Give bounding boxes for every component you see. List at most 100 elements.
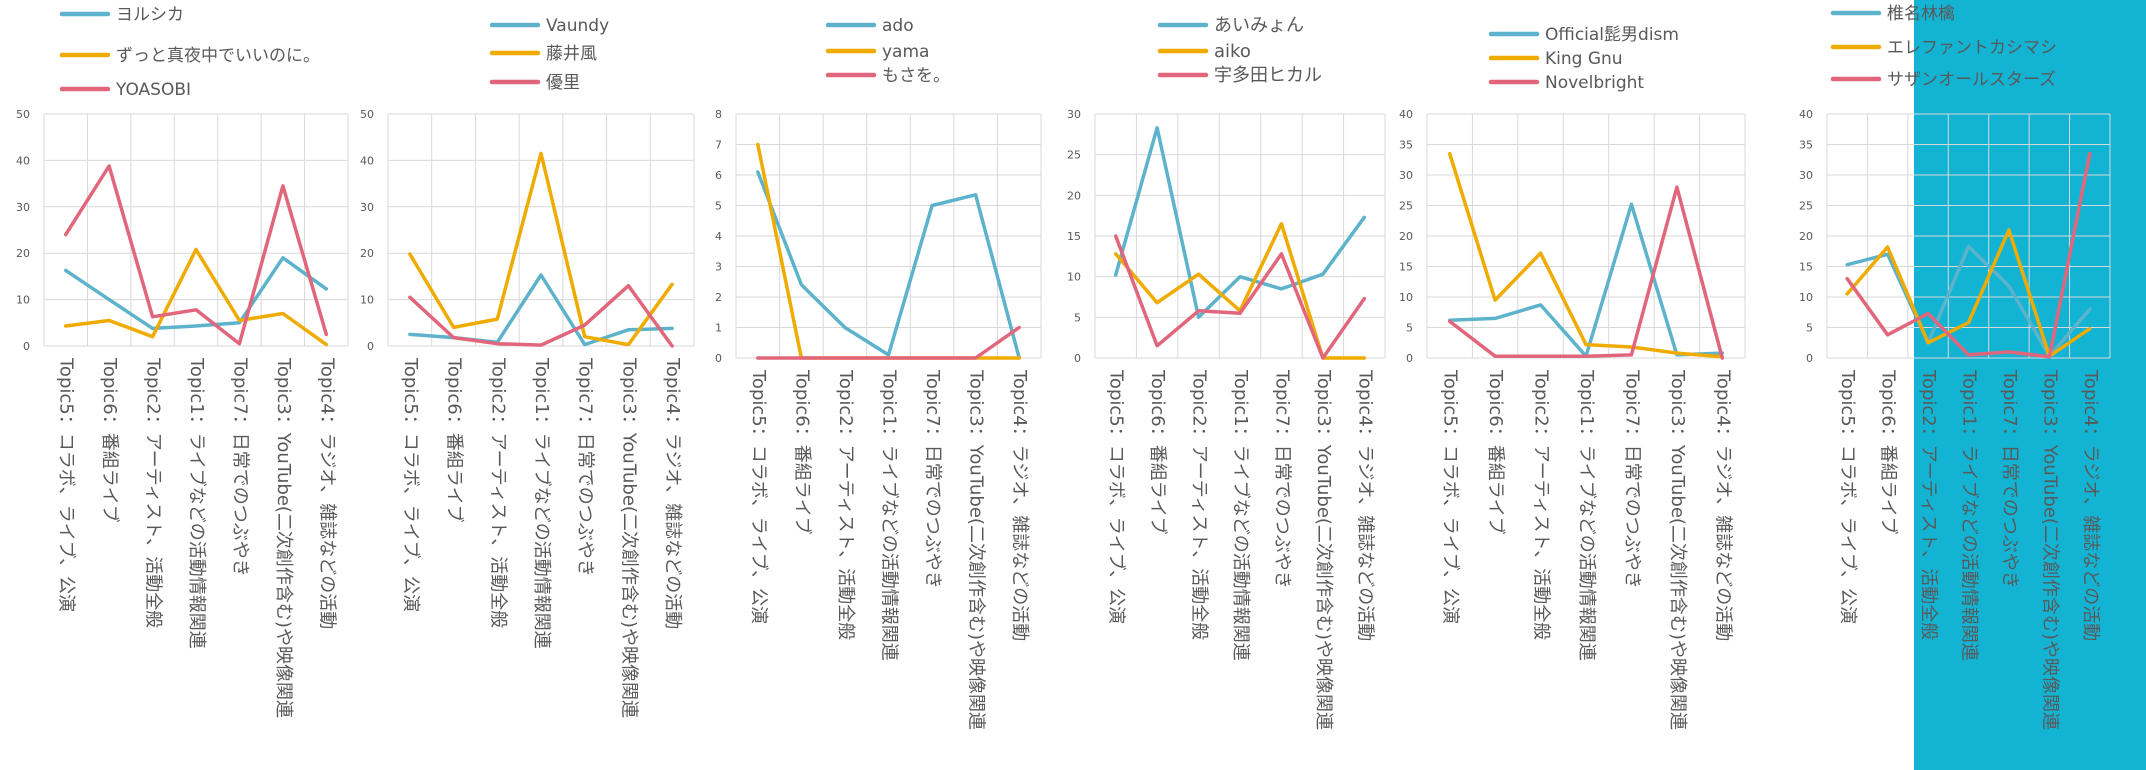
y-tick-label: 40 [1399,108,1413,121]
series-line-3 [756,325,1021,360]
y-tick-label: 6 [715,169,722,182]
x-tick-label: Topic3：YouTube(二次創作含む)や映像関連 [618,357,639,718]
x-tick-label: Topic6：番組ライブ [444,357,466,523]
legend-label: YOASOBI [115,80,191,100]
x-tick-label: Topic3：YouTube(二次創作含む)や映像関連 [966,369,987,730]
legend-label: もさを。 [882,66,950,86]
y-tick-label: 10 [1067,271,1081,284]
y-tick-label: 20 [16,247,30,260]
x-tick-label: Topic2：アーティスト、活動全般 [835,369,856,640]
legend-label: Official髭男dism [1545,24,1679,45]
x-tick-label: Topic2：アーティスト、活動全般 [1531,369,1552,640]
x-tick-label: Topic2：アーティスト、活動全般 [1189,369,1210,640]
y-tick-label: 20 [1799,230,1813,243]
y-tick-label: 20 [1067,189,1081,202]
x-tick-label: Topic7：日常でのつぶやき [229,357,250,577]
x-tick-label: Topic6：番組ライブ [1485,369,1507,535]
y-tick-label: 5 [1806,322,1813,335]
x-tick-label: Topic7：日常でのつぶやき [1271,369,1292,589]
y-tick-label: 0 [1406,352,1413,365]
chart-1: 0 10 20 30 40 50 Topic5：コラボ、ライブ、公演 Topic6：番組ライブ… [16,5,349,718]
y-tick-label: 20 [1399,230,1413,243]
y-tick-label: 10 [1799,291,1813,304]
legend-label: aiko [1214,41,1251,62]
legend-label: 優里 [546,73,580,93]
x-tick-label: Topic1：ライブなどの活動情報関連 [186,357,208,649]
chart-5: 0 5 10 15 20 25 30 35 40 Topic5：コラボ、ライブ、公演 Topic6：… [1399,24,1746,730]
series-line-3 [63,164,329,346]
y-tick-label: 0 [23,340,30,353]
x-tick-label: Topic2：アーティスト、活動全般 [487,357,508,628]
legend-label: エレファントカシマシ [1887,38,2057,58]
y-tick-label: 35 [1799,139,1813,152]
legend-label: Vaundy [546,16,609,36]
x-tick-label: Topic5：コラボ、ライブ、公演 [1837,369,1859,624]
y-tick-label: 40 [16,154,30,167]
x-tick-label: Topic3：YouTube(二次創作含む)や映像関連 [1313,369,1334,730]
x-tick-label: Topic7：日常でのつぶやき [1621,369,1642,589]
x-tick-label: Topic4：ラジオ、雑誌などの活動 [2080,369,2101,641]
x-tick-label: Topic1：ライブなどの活動情報関連 [879,369,901,661]
x-tick-label: Topic3：YouTube(二次創作含む)や映像関連 [1667,369,1688,730]
y-tick-label: 15 [1399,261,1413,274]
legend-label: 宇多田ヒカル [1214,65,1322,86]
x-tick-label: Topic6：番組ライブ [99,357,121,523]
y-tick-label: 30 [1399,169,1413,182]
x-tick-label: Topic5：コラボ、ライブ、公演 [1440,369,1462,624]
x-tick-label: Topic4：ラジオ、雑誌などの活動 [316,357,337,629]
y-tick-label: 35 [1399,139,1413,152]
y-tick-label: 15 [1799,261,1813,274]
y-tick-label: 40 [1799,108,1813,121]
y-tick-label: 30 [360,201,374,214]
series-line-2 [63,247,329,347]
x-tick-label: Topic5：コラボ、ライブ、公演 [400,357,422,612]
x-tick-label: Topic7：日常でのつぶやき [922,369,943,589]
legend-label: ずっと真夜中でいいのに。 [116,46,320,66]
x-tick-label: Topic1：ライブなどの活動情報関連 [1230,369,1252,661]
y-tick-label: 25 [1799,200,1813,213]
series-line-3 [1447,185,1725,360]
y-tick-label: 2 [715,291,722,304]
y-tick-label: 0 [1074,352,1081,365]
y-tick-label: 4 [715,230,722,243]
y-tick-label: 5 [715,200,722,213]
legend-label: ヨルシカ [116,5,184,25]
legend-label: 藤井風 [546,44,597,64]
y-tick-label: 5 [1406,322,1413,335]
series-line-2 [756,142,1021,360]
x-tick-label: Topic3：YouTube(二次創作含む)や映像関連 [273,357,294,718]
series-line-2 [408,151,674,347]
legend-label: ado [882,16,914,36]
series-line-3 [408,283,674,348]
chart-6: 0 5 10 15 20 25 30 35 40 Topic5：コラボ、ライブ、公演 Topic6：… [1799,4,2111,730]
series-line-3 [1113,234,1367,360]
y-tick-label: 50 [16,108,30,121]
y-tick-label: 0 [367,340,374,353]
series-line-1 [1113,126,1367,320]
legend-label: あいみょん [1214,15,1304,36]
y-tick-label: 30 [1799,169,1813,182]
x-tick-label: Topic7：日常でのつぶやき [1999,369,2020,589]
chart-3: 0 1 2 3 4 5 6 7 8 Topic5：コラボ、ライブ、公演 Topic6：番組ライブ To… [715,16,1042,730]
x-tick-label: Topic1：ライブなどの活動情報関連 [1959,369,1981,661]
x-tick-label: Topic2：アーティスト、活動全般 [143,357,164,628]
y-tick-label: 25 [1399,200,1413,213]
x-tick-label: Topic6：番組ライブ [791,369,813,535]
series-line-1 [63,256,329,331]
y-tick-label: 10 [360,294,374,307]
x-tick-label: Topic4：ラジオ、雑誌などの活動 [1009,369,1030,641]
y-tick-label: 20 [360,247,374,260]
y-tick-label: 5 [1074,311,1081,324]
x-tick-label: Topic4：ラジオ、雑誌などの活動 [1354,369,1375,641]
x-tick-label: Topic4：ラジオ、雑誌などの活動 [1712,369,1733,641]
y-tick-label: 0 [715,352,722,365]
chart-4: 0 5 10 15 20 25 30 Topic5：コラボ、ライブ、公演 Topic6：番組ライ… [1067,15,1386,730]
series-line-2 [1447,151,1725,359]
y-tick-label: 7 [715,139,722,152]
x-tick-label: Topic7：日常でのつぶやき [575,357,596,577]
y-tick-label: 1 [715,322,722,335]
y-tick-label: 8 [715,108,722,121]
y-tick-label: 30 [16,201,30,214]
x-tick-label: Topic5：コラボ、ライブ、公演 [748,369,770,624]
